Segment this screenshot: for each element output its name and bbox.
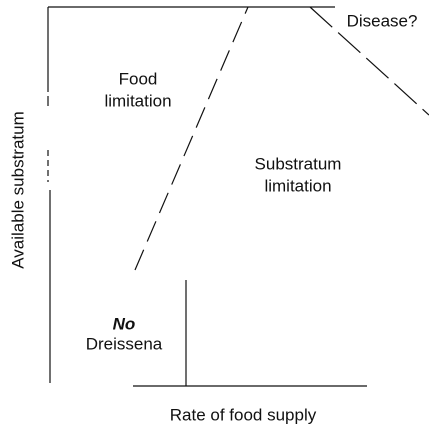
region-label: Substratum [255, 154, 342, 173]
x-axis-label: Rate of food supply [170, 405, 317, 424]
y-axis-label: Available substratum [8, 111, 27, 269]
region-label: limitation [264, 176, 331, 195]
boundary-disease [309, 6, 429, 116]
region-label: Dreissena [86, 334, 163, 353]
region-label: Disease? [347, 11, 418, 30]
region-label: No [113, 314, 136, 333]
region-label: Food [119, 69, 158, 88]
region-label: limitation [104, 91, 171, 110]
boundary-food [134, 6, 249, 271]
